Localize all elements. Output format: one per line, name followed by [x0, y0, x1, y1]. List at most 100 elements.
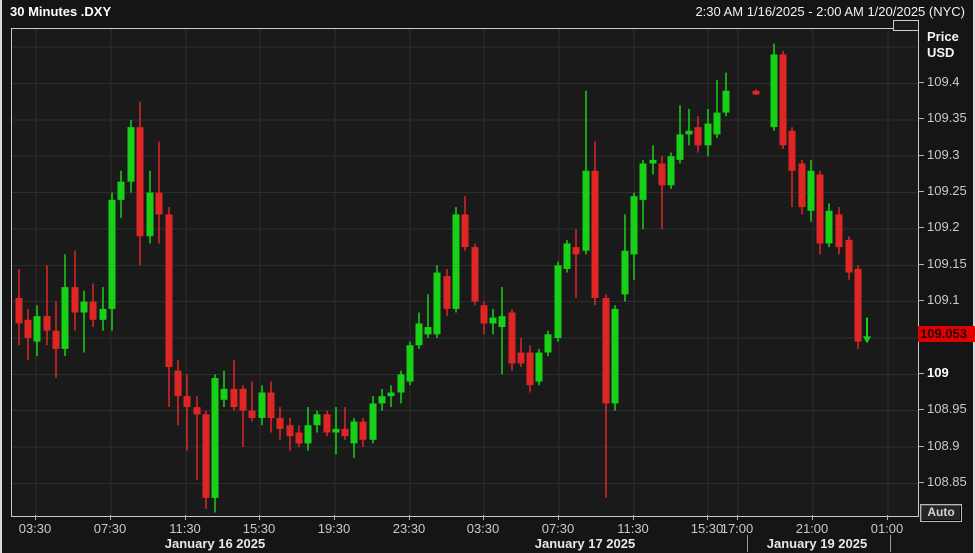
date-label: January 16 2025 [164, 536, 266, 551]
candle-down [286, 425, 294, 437]
candle-up [825, 210, 833, 244]
candle-up [304, 425, 312, 444]
candle-up [489, 317, 497, 324]
time-tick-label: 23:30 [392, 521, 426, 536]
time-tick-label: 03:30 [18, 521, 52, 536]
candle-down [89, 301, 97, 320]
candle-up [713, 112, 721, 135]
candle-down [230, 388, 238, 408]
time-tick-mark [737, 515, 738, 520]
price-tick-mark [918, 409, 924, 410]
session-separator [890, 535, 891, 552]
candle-down [658, 163, 666, 186]
candle-up [770, 54, 778, 128]
time-tick-mark [558, 515, 559, 520]
candle-up [649, 159, 657, 164]
price-tick-mark [918, 482, 924, 483]
price-tick-label: 109 [927, 365, 949, 380]
candle-up [258, 392, 266, 418]
time-tick-label: 01:00 [870, 521, 904, 536]
candle-down [359, 421, 367, 440]
candle-down [248, 410, 256, 418]
candlestick-chart[interactable] [12, 29, 918, 516]
candle-up [33, 316, 41, 342]
price-tick-mark [918, 82, 924, 83]
candle-up [433, 272, 441, 335]
time-tick-mark [259, 515, 260, 520]
candle-up [378, 396, 386, 404]
candle-up [220, 388, 228, 400]
down-arrow-icon [863, 336, 871, 344]
price-tick-label: 109.1 [927, 292, 960, 307]
candle-up [498, 316, 506, 328]
candle-down [183, 396, 191, 408]
last-price-badge: 109.053 [918, 326, 975, 342]
candle-up [582, 170, 590, 251]
time-tick-mark [812, 515, 813, 520]
candle-up [108, 199, 116, 309]
candle-up [563, 243, 571, 269]
candle-down [165, 214, 173, 368]
time-tick-mark [35, 515, 36, 520]
candle-up [387, 392, 395, 397]
candle-up [544, 334, 552, 353]
candle-up [146, 192, 154, 237]
candle-down [136, 127, 144, 237]
axis-corner-box [893, 20, 919, 31]
price-axis-title-line1: Price [927, 29, 959, 44]
time-tick-mark [707, 515, 708, 520]
time-tick-mark [483, 515, 484, 520]
price-axis-title: Price USD [927, 29, 959, 61]
chart-header: 30 Minutes .DXY 2:30 AM 1/16/2025 - 2:00… [2, 0, 973, 24]
candle-down [572, 247, 580, 255]
candle-down [43, 316, 51, 331]
price-axis-title-line2: USD [927, 45, 955, 60]
candle-up [117, 181, 125, 200]
candle-down [193, 407, 201, 415]
price-tick-mark [918, 118, 924, 119]
candle-down [202, 414, 210, 498]
price-tick-label: 109.4 [927, 74, 960, 89]
time-axis[interactable]: 03:30 07:30 11:30 15:30 19:30 23:30 03:30 07:30… [11, 515, 917, 537]
time-tick-mark [334, 515, 335, 520]
candle-down [24, 319, 32, 338]
candle-down [174, 370, 182, 397]
candle-up [704, 123, 712, 146]
candle-down [267, 392, 275, 418]
candle-up [621, 250, 629, 295]
candle-up [313, 414, 321, 426]
candle-down [155, 192, 163, 215]
candle-up [80, 301, 88, 313]
candle-down [854, 268, 862, 342]
candle-up [667, 156, 675, 186]
price-tick-label: 109.15 [927, 256, 967, 271]
price-tick-mark [918, 300, 924, 301]
time-tick-label: 07:30 [541, 521, 575, 536]
candle-up [211, 377, 219, 498]
candle-down [788, 130, 796, 171]
candle-down [508, 312, 516, 364]
candle-up [99, 308, 107, 320]
time-tick-label: 03:30 [466, 521, 500, 536]
candle-up [397, 374, 405, 393]
candle-down [779, 54, 787, 146]
time-tick-label: 21:00 [795, 521, 829, 536]
candle-up [350, 421, 358, 444]
price-axis[interactable]: Price USD 109.053 Auto 109.4 109.35 109.3 1… [918, 28, 975, 528]
candle-down [845, 239, 853, 273]
candle-down [602, 297, 610, 404]
price-tick-label: 108.9 [927, 438, 960, 453]
price-tick-mark [918, 155, 924, 156]
candle-down [295, 432, 303, 444]
chart-plot-area[interactable] [11, 28, 919, 517]
price-tick-label: 109.25 [927, 183, 967, 198]
date-axis-row: January 16 2025 January 17 2025 January 19… [0, 535, 975, 553]
candle-down [52, 330, 60, 349]
window-left-edge [0, 0, 2, 553]
price-tick-label: 108.85 [927, 474, 967, 489]
candle-down [323, 414, 331, 433]
time-tick-label: 15:30 [690, 521, 724, 536]
auto-scale-button[interactable]: Auto [920, 504, 962, 522]
time-tick-label: 17:00 [720, 521, 754, 536]
